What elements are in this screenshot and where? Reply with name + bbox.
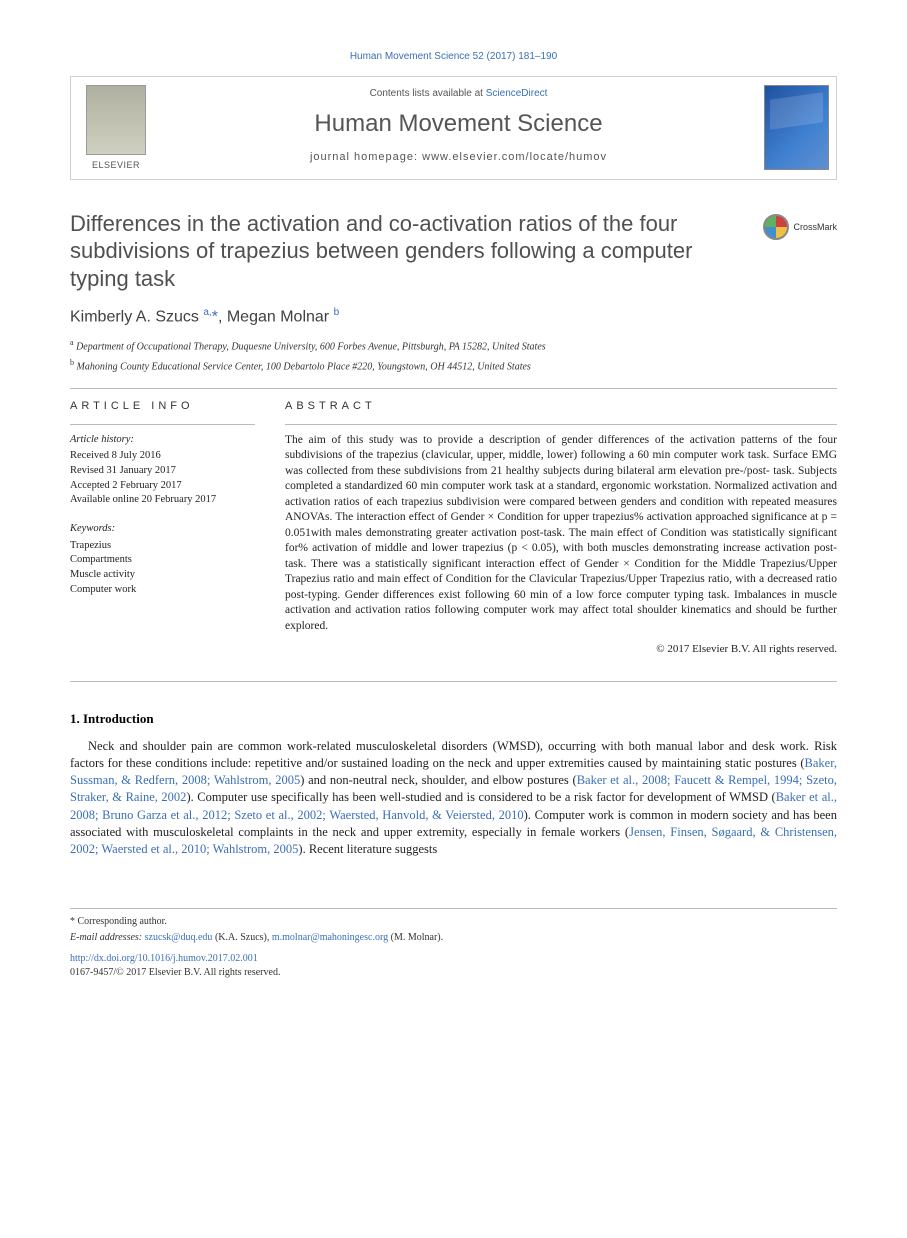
article-title: Differences in the activation and co-act… (70, 210, 745, 293)
keyword-line: Trapezius (70, 539, 255, 554)
crossmark-widget[interactable]: CrossMark (763, 214, 837, 240)
contents-prefix: Contents lists available at (370, 88, 486, 99)
email-link[interactable]: m.molnar@mahoningesc.org (272, 932, 388, 943)
publisher-logo-block: ELSEVIER (71, 77, 161, 179)
history-line: Received 8 July 2016 (70, 449, 255, 464)
keyword-line: Muscle activity (70, 568, 255, 583)
crossmark-label: CrossMark (793, 221, 837, 233)
history-line: Accepted 2 February 2017 (70, 479, 255, 494)
doi-link[interactable]: http://dx.doi.org/10.1016/j.humov.2017.0… (70, 953, 258, 964)
divider-bottom (70, 681, 837, 682)
section-heading-introduction: 1. Introduction (70, 710, 837, 728)
history-line: Revised 31 January 2017 (70, 464, 255, 479)
divider-top (70, 388, 837, 389)
homepage-url: www.elsevier.com/locate/humov (422, 151, 607, 163)
email-link[interactable]: szucsk@duq.edu (145, 932, 213, 943)
journal-header-box: ELSEVIER Contents lists available at Sci… (70, 76, 837, 180)
affiliation-line: a Department of Occupational Therapy, Du… (70, 338, 837, 354)
contents-available-line: Contents lists available at ScienceDirec… (169, 87, 748, 101)
article-info-label: article info (70, 399, 255, 414)
affiliation-line: b Mahoning County Educational Service Ce… (70, 358, 837, 374)
journal-title: Human Movement Science (169, 108, 748, 140)
publisher-label: ELSEVIER (92, 159, 140, 171)
homepage-prefix: journal homepage: (310, 151, 422, 163)
crossmark-icon (763, 214, 789, 240)
abstract-copyright: © 2017 Elsevier B.V. All rights reserved… (285, 642, 837, 657)
footnotes-block: * Corresponding author. E-mail addresses… (70, 908, 837, 979)
body-paragraph-1: Neck and shoulder pain are common work-r… (70, 738, 837, 859)
issn-copyright-line: 0167-9457/© 2017 Elsevier B.V. All right… (70, 966, 837, 980)
email-addresses-line: E-mail addresses: szucsk@duq.edu (K.A. S… (70, 931, 837, 945)
running-head: Human Movement Science 52 (2017) 181–190 (70, 50, 837, 64)
abstract-label: abstract (285, 399, 837, 414)
abstract-divider (285, 424, 837, 425)
history-line: Available online 20 February 2017 (70, 493, 255, 508)
journal-cover-block (756, 77, 836, 179)
citation-link[interactable]: Jensen, Finsen, Søgaard, & Christensen, … (70, 825, 837, 856)
journal-header-center: Contents lists available at ScienceDirec… (161, 77, 756, 179)
abstract-column: abstract The aim of this study was to pr… (285, 399, 837, 657)
authors-line: Kimberly A. Szucs a,*, Megan Molnar b (70, 306, 837, 328)
journal-homepage-line: journal homepage: www.elsevier.com/locat… (169, 150, 748, 165)
abstract-text: The aim of this study was to provide a d… (285, 433, 837, 635)
journal-cover-thumbnail (764, 85, 829, 170)
elsevier-tree-icon (86, 85, 146, 155)
sciencedirect-link[interactable]: ScienceDirect (486, 88, 548, 99)
corresponding-author-note: * Corresponding author. (70, 915, 837, 929)
keyword-line: Compartments (70, 553, 255, 568)
keywords-head: Keywords: (70, 522, 255, 537)
info-divider (70, 424, 255, 425)
article-info-column: article info Article history: Received 8… (70, 399, 255, 657)
citation-link[interactable]: Baker et al., 2008; Bruno Garza et al., … (70, 790, 837, 821)
keyword-line: Computer work (70, 583, 255, 598)
article-history-head: Article history: (70, 433, 255, 448)
